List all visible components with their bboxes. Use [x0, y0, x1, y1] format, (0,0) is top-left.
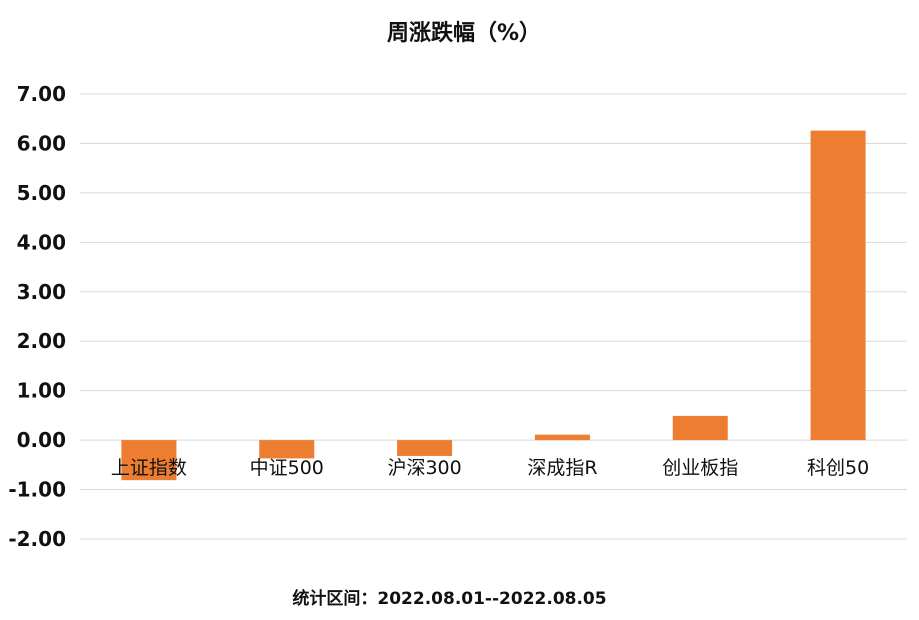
bar	[259, 440, 315, 459]
y-tick-label: 2.00	[17, 329, 66, 353]
y-tick-label: 4.00	[17, 230, 66, 254]
bars	[121, 130, 866, 481]
chart-title: 周涨跌幅（%）	[387, 21, 541, 46]
bar	[810, 130, 866, 441]
x-axis: 上证指数 中证500 沪深300 深成指R 创业板指 科创50	[111, 457, 869, 479]
y-tick-label: 5.00	[17, 181, 66, 205]
x-tick-label: 深成指R	[527, 457, 597, 479]
x-tick-label: 上证指数	[111, 457, 187, 479]
bar	[672, 415, 728, 441]
date-range-text: 统计区间：2022.08.01--2022.08.05	[292, 589, 607, 609]
y-tick-label: 1.00	[17, 379, 66, 403]
y-axis: 7.00 6.00 5.00 4.00 3.00 2.00 1.00 0.00 -1.00 -2.…	[8, 82, 66, 551]
bar	[397, 440, 453, 456]
y-tick-label: -1.00	[8, 478, 66, 502]
x-tick-label: 沪深300	[387, 457, 461, 479]
y-tick-label: -2.00	[8, 527, 66, 551]
x-tick-label: 中证500	[250, 457, 324, 479]
date-range-note: 统计区间：2022.08.01--2022.08.05	[0, 584, 919, 609]
x-tick-label: 科创50	[807, 457, 869, 479]
bar	[534, 434, 590, 441]
gridlines	[80, 93, 907, 540]
bar	[121, 440, 177, 481]
y-tick-label: 6.00	[17, 131, 66, 155]
y-tick-label: 7.00	[17, 82, 66, 106]
y-tick-label: 3.00	[17, 280, 66, 304]
x-tick-label: 创业板指	[662, 457, 738, 479]
y-tick-label: 0.00	[17, 428, 66, 452]
